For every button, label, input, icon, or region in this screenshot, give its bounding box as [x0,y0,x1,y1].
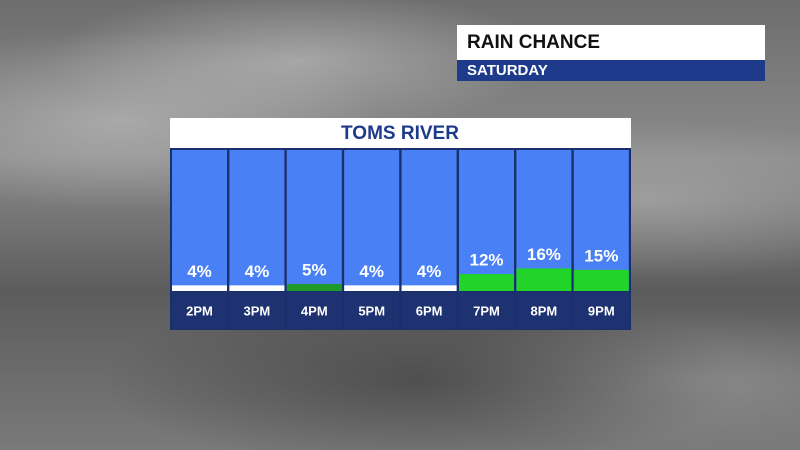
value-label: 4% [359,262,384,281]
column [172,150,227,291]
label-strip [229,292,285,329]
location-box [170,118,631,148]
column [229,150,285,291]
value-label: 5% [302,260,327,279]
value-label: 4% [187,262,212,281]
value-label: 12% [469,251,503,270]
value-label: 4% [245,262,270,281]
label-strip [286,292,342,329]
x-tick-label: 9PM [588,303,615,318]
x-tick-label: 2PM [186,303,213,318]
x-tick-label: 5PM [358,303,385,318]
chart-subtitle: SATURDAY [467,62,548,79]
label-strip [344,292,400,329]
value-label: 4% [417,262,442,281]
bar [459,274,514,291]
x-tick-label: 7PM [473,303,500,318]
label-strip [401,292,457,329]
bar [172,285,227,291]
column [573,150,629,291]
label-strip [172,292,227,329]
bar [573,269,629,291]
chart-title: RAIN CHANCE [467,32,600,53]
bar [401,285,457,291]
column [516,150,572,291]
label-strip [516,292,572,329]
column [344,150,400,291]
column [401,150,457,291]
bar [286,283,342,291]
label-strip [573,292,629,329]
column [459,150,514,291]
label-strip [459,292,514,329]
title-box [457,25,765,60]
bar [344,285,400,291]
location: TOMS RIVER [341,123,459,144]
x-tick-label: 8PM [531,303,558,318]
column [286,150,342,291]
value-label: 16% [527,245,561,264]
x-tick-label: 4PM [301,303,328,318]
subtitle-box [457,60,765,81]
x-tick-label: 6PM [416,303,443,318]
bar [516,268,572,291]
bar [229,285,285,291]
value-label: 15% [584,246,618,265]
x-tick-label: 3PM [244,303,271,318]
